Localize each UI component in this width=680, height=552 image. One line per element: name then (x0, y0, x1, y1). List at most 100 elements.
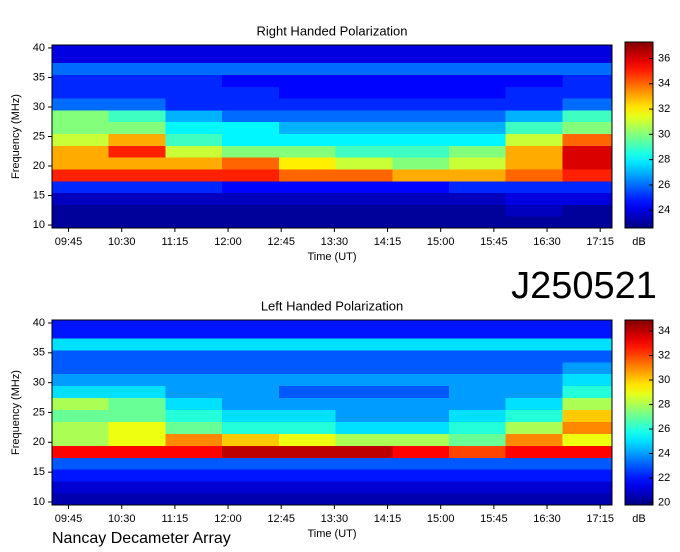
heatmap-cell (108, 373, 166, 387)
observation-id: J250521 (511, 265, 657, 307)
heatmap-cell (505, 45, 563, 64)
colorbar-tick-label: 34 (658, 78, 670, 90)
heatmap-cell (108, 445, 166, 458)
heatmap-cell (222, 109, 280, 123)
colorbar-label: dB (632, 236, 645, 248)
heatmap-cell (222, 421, 280, 434)
y-tick-label: 30 (33, 101, 45, 113)
heatmap-cell (505, 62, 563, 76)
heatmap-cell (448, 121, 507, 135)
heatmap-cell (222, 168, 280, 182)
heatmap-cell (165, 86, 223, 99)
heatmap-cell (165, 397, 223, 411)
heatmap-cell (562, 62, 613, 76)
heatmap-cell (165, 373, 223, 387)
heatmap-cell (392, 373, 450, 387)
heatmap-cell (448, 337, 507, 351)
heatmap-cell (278, 74, 337, 87)
heatmap-cell (335, 109, 393, 123)
heatmap-cell (448, 180, 507, 194)
heatmap-cell (278, 180, 337, 194)
heatmap-cell (165, 361, 223, 375)
heatmap-cell (335, 445, 393, 458)
heatmap-cell (52, 74, 110, 87)
heatmap-cell (392, 397, 450, 411)
heatmap-cell (392, 74, 450, 87)
heatmap-cell (165, 409, 223, 422)
heatmap-cell (108, 74, 166, 87)
heatmap-cell (392, 62, 450, 76)
colorbar-tick-label: 26 (658, 423, 670, 435)
heatmap-cell (392, 204, 450, 217)
colorbar-tick-label: 28 (658, 154, 670, 166)
heatmap-cell (52, 62, 110, 76)
heatmap-cell (505, 337, 563, 351)
heatmap-cell (392, 337, 450, 351)
heatmap-cell (222, 204, 280, 217)
heatmap-cell (222, 481, 280, 494)
heatmap-cell (335, 145, 393, 158)
heatmap-cell (448, 133, 507, 146)
heatmap-cell (505, 409, 563, 422)
heatmap-cell (392, 109, 450, 123)
heatmap-cell (278, 86, 337, 99)
heatmap-cell (278, 445, 337, 458)
heatmap-cell (108, 157, 166, 170)
colorbar-tick-label: 36 (658, 52, 670, 64)
heatmap-cell (562, 180, 613, 194)
heatmap-cell (562, 204, 613, 217)
heatmap-cell (52, 98, 110, 111)
heatmap-cell (562, 361, 613, 375)
heatmap-cell (108, 361, 166, 375)
heatmap-cell (278, 45, 337, 64)
heatmap-cell (108, 385, 166, 399)
heatmap-cell (562, 409, 613, 422)
x-tick-label: 12:00 (214, 513, 242, 525)
heatmap-cell (562, 445, 613, 458)
x-tick-label: 12:45 (267, 513, 295, 525)
colorbar (624, 319, 654, 506)
heatmap-cell (222, 433, 280, 446)
heatmap-cell (165, 204, 223, 217)
x-tick-label: 15:45 (480, 513, 508, 525)
heatmap-cell (222, 157, 280, 170)
heatmap-cell (392, 445, 450, 458)
heatmap-cell (562, 109, 613, 123)
heatmap-cell (108, 98, 166, 111)
heatmap-cell (165, 180, 223, 194)
heatmap-cell (165, 337, 223, 351)
heatmap-cell (392, 98, 450, 111)
heatmap-cell (392, 409, 450, 422)
heatmap-cell (505, 349, 563, 363)
heatmap-cell (222, 133, 280, 146)
heatmap-cell (562, 481, 613, 494)
x-tick-label: 11:15 (162, 513, 189, 525)
heatmap-cell (562, 45, 613, 64)
heatmap-cell (108, 216, 166, 229)
heatmap-cell (562, 337, 613, 351)
heatmap-cell (392, 216, 450, 229)
heatmap-cell (505, 469, 563, 482)
heatmap-cell (505, 481, 563, 494)
heatmap-cell (335, 180, 393, 194)
x-tick-label: 15:00 (427, 513, 455, 525)
heatmap-cell (448, 216, 507, 229)
heatmap-cell (278, 457, 337, 470)
heatmap-cell (108, 409, 166, 422)
heatmap-cell (278, 349, 337, 363)
heatmap-cell (165, 457, 223, 470)
heatmap-cell (52, 409, 110, 422)
heatmap-cell (52, 204, 110, 217)
heatmap-cell (335, 204, 393, 217)
heatmap-cell (335, 74, 393, 87)
heatmap-cell (278, 216, 337, 229)
y-axis-label: Frequency (MHz) (10, 370, 22, 455)
heatmap-cell (278, 493, 337, 506)
heatmap-cell (448, 385, 507, 399)
heatmap-cell (448, 433, 507, 446)
heatmap-cell (278, 133, 337, 146)
x-axis-label: Time (UT) (307, 251, 356, 263)
y-tick-label: 15 (33, 466, 45, 478)
